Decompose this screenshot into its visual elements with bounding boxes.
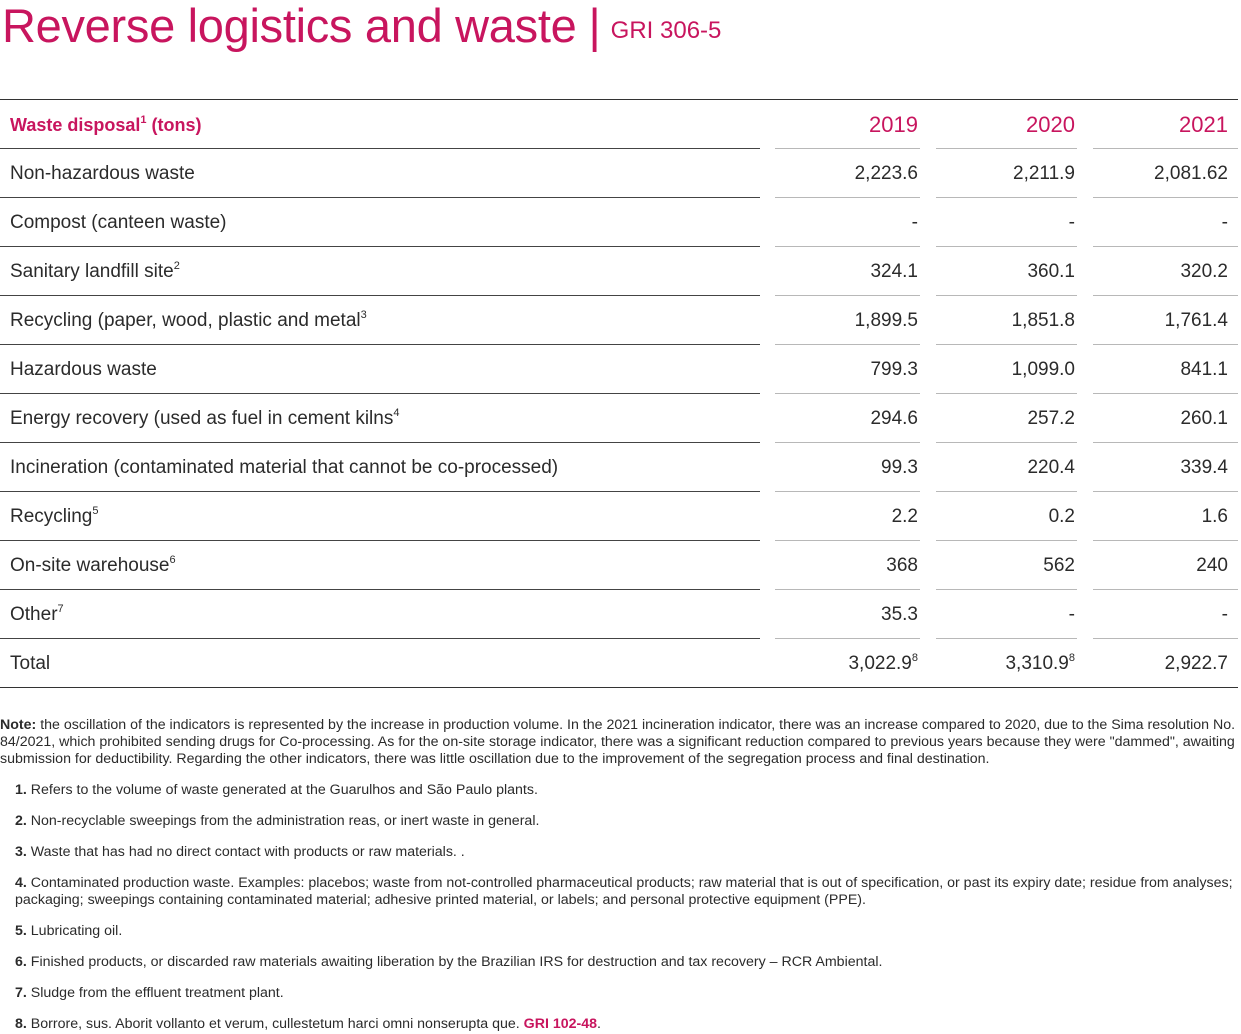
table-row: Recycling5 2.2 0.2 1.6 [0, 492, 1238, 541]
cell-2020: 360.1 [936, 247, 1077, 296]
footnote: 4. Contaminated production waste. Exampl… [15, 875, 1233, 908]
row-label: On-site warehouse6 [0, 541, 760, 590]
cell-2021: 1,761.4 [1093, 296, 1238, 345]
cell-2019: 2.2 [775, 492, 920, 541]
footnote: 1. Refers to the volume of waste generat… [15, 782, 538, 798]
cell-2019: 799.3 [775, 345, 920, 394]
header-year-2019: 2019 [775, 100, 920, 149]
cell-2019: 1,899.5 [775, 296, 920, 345]
cell-2020: - [936, 590, 1077, 639]
table-total-row: Total 3,022.98 3,310.98 2,922.7 [0, 639, 1238, 688]
cell-2019: 294.6 [775, 394, 920, 443]
cell-2021: 1.6 [1093, 492, 1238, 541]
title-gri-code: GRI 306-5 [610, 17, 722, 44]
cell-2019: 99.3 [775, 443, 920, 492]
row-label: Incineration (contaminated material that… [0, 443, 760, 492]
cell-2020: 1,851.8 [936, 296, 1077, 345]
cell-2020: 1,099.0 [936, 345, 1077, 394]
header-label: Waste disposal1 (tons) [0, 100, 760, 149]
table-note: Note: the oscillation of the indicators … [0, 717, 1236, 768]
header-year-2021: 2021 [1093, 100, 1238, 149]
table-row: Non-hazardous waste 2,223.6 2,211.9 2,08… [0, 149, 1238, 198]
cell-2021: - [1093, 590, 1238, 639]
table-row: Sanitary landfill site2 324.1 360.1 320.… [0, 247, 1238, 296]
table-row: On-site warehouse6 368 562 240 [0, 541, 1238, 590]
cell-2020: 2,211.9 [936, 149, 1077, 198]
cell-2020: - [936, 198, 1077, 247]
title-separator: | [588, 0, 601, 52]
cell-2019: 3,022.98 [848, 652, 918, 675]
cell-2021: 240 [1093, 541, 1238, 590]
title-main: Reverse logistics and waste [2, 0, 577, 52]
table-header-row: Waste disposal1 (tons) 2019 2020 2021 [0, 100, 1238, 149]
footnote: 3. Waste that has had no direct contact … [15, 844, 465, 860]
footnote: 5. Lubricating oil. [15, 923, 123, 939]
row-label: Recycling (paper, wood, plastic and meta… [0, 296, 760, 345]
table-row: Recycling (paper, wood, plastic and meta… [0, 296, 1238, 345]
cell-2019: 368 [775, 541, 920, 590]
cell-2021: 320.2 [1093, 247, 1238, 296]
cell-2021: 841.1 [1093, 345, 1238, 394]
page-title: Reverse logistics and waste | GRI 306-5 [2, 0, 721, 60]
row-label: Sanitary landfill site2 [0, 247, 760, 296]
cell-2021: 2,922.7 [1164, 653, 1228, 674]
row-label: Energy recovery (used as fuel in cement … [0, 394, 760, 443]
cell-2021: 339.4 [1093, 443, 1238, 492]
gri-102-48-link[interactable]: GRI 102-48 [523, 1016, 597, 1032]
cell-2019: 324.1 [775, 247, 920, 296]
note-label: Note: [0, 717, 37, 733]
footnote: 6. Finished products, or discarded raw m… [15, 954, 883, 970]
footnote: 7. Sludge from the effluent treatment pl… [15, 985, 284, 1001]
table-row: Compost (canteen waste) - - - [0, 198, 1238, 247]
cell-2019: - [775, 198, 920, 247]
footnote: 2. Non-recyclable sweepings from the adm… [15, 813, 540, 829]
row-label: Other7 [0, 590, 760, 639]
cell-2020: 562 [936, 541, 1077, 590]
row-label: Non-hazardous waste [0, 149, 760, 198]
cell-2019: 35.3 [775, 590, 920, 639]
table-row: Hazardous waste 799.3 1,099.0 841.1 [0, 345, 1238, 394]
cell-2021: - [1093, 198, 1238, 247]
table-row: Energy recovery (used as fuel in cement … [0, 394, 1238, 443]
table-top-rule [0, 99, 1238, 100]
header-year-2020: 2020 [936, 100, 1077, 149]
row-label: Compost (canteen waste) [0, 198, 760, 247]
cell-2020: 220.4 [936, 443, 1077, 492]
cell-2019: 2,223.6 [775, 149, 920, 198]
cell-2020: 0.2 [936, 492, 1077, 541]
footnote: 8. Borrore, sus. Aborit vollanto et veru… [15, 1016, 601, 1032]
cell-2020: 3,310.98 [1005, 652, 1075, 675]
table-row: Other7 35.3 - - [0, 590, 1238, 639]
cell-2021: 260.1 [1093, 394, 1238, 443]
cell-2020: 257.2 [936, 394, 1077, 443]
row-label: Total [0, 639, 1238, 688]
note-text: the oscillation of the indicators is rep… [0, 717, 1236, 767]
row-label: Recycling5 [0, 492, 760, 541]
table-row: Incineration (contaminated material that… [0, 443, 1238, 492]
row-label: Hazardous waste [0, 345, 760, 394]
cell-2021: 2,081.62 [1093, 149, 1238, 198]
